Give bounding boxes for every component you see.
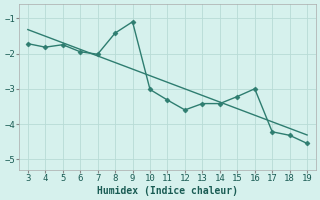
X-axis label: Humidex (Indice chaleur): Humidex (Indice chaleur) [97, 186, 238, 196]
